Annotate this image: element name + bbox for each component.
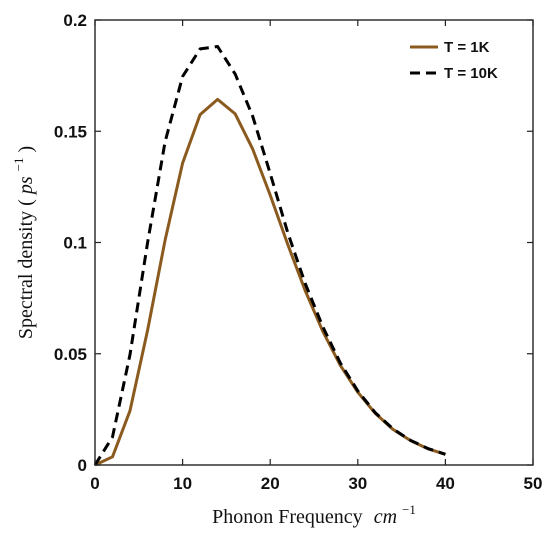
legend-label: T = 1K [444,39,490,56]
x-tick-label: 30 [348,474,367,493]
y-tick-label: 0.2 [63,11,87,30]
x-tick-label: 50 [524,474,543,493]
plot-layer [93,45,446,467]
x-tick-label: 10 [173,474,192,493]
y-axis-title-text: Spectral density ( [15,199,37,339]
y-tick-label: 0.05 [54,345,87,364]
x-tick-label: 20 [261,474,280,493]
legend: T = 1K T = 10K [410,39,498,82]
y-axis-title-close: ) [15,146,37,153]
x-axis-title: Phonon Frequency cm −1 [212,502,416,528]
series-line-t-10k [93,45,446,466]
tick-layer: 0 10 20 30 40 50 0 0.05 0.1 0.15 0.2 [54,11,543,493]
y-axis-unit: ps [15,176,37,196]
y-tick-label: 0 [78,456,87,475]
series-line-t-1k [94,97,446,467]
legend-label: T = 10K [444,65,498,82]
y-tick-label: 0.1 [63,234,87,253]
x-axis-unit-exponent: −1 [402,502,416,517]
x-axis-title-text: Phonon Frequency [212,506,363,528]
y-axis-unit-exponent: −1 [11,158,26,172]
axes-frame [94,19,534,466]
y-axis-title: Spectral density ( ps −1 ) [6,146,37,339]
x-axis-unit: cm [374,506,397,528]
x-tick-label: 40 [436,474,455,493]
x-tick-label: 0 [90,474,99,493]
y-tick-label: 0.15 [54,122,87,141]
